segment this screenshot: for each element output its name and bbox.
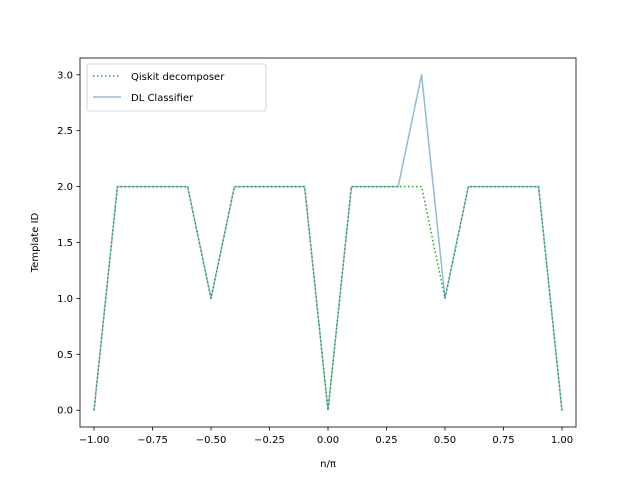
y-tick-label: 0.0 <box>57 406 73 417</box>
y-axis: 0.0 0.5 1.0 1.5 2.0 2.5 3.0 <box>57 70 80 417</box>
legend: Qiskit decomposer DL Classifier <box>86 63 267 112</box>
y-tick-label: 1.5 <box>57 238 73 249</box>
series-layer <box>93 74 563 412</box>
legend-box <box>86 63 267 112</box>
x-tick-label: 0.00 <box>317 435 339 446</box>
legend-label-qiskit-decomposer: Qiskit decomposer <box>131 72 225 83</box>
legend-label-dl-classifier: DL Classifier <box>131 93 194 104</box>
x-tick-label: −1.00 <box>79 435 110 446</box>
x-tick-label: 1.00 <box>551 435 573 446</box>
x-tick-label: −0.50 <box>196 435 227 446</box>
x-tick-label: 0.50 <box>434 435 456 446</box>
x-tick-label: −0.25 <box>254 435 285 446</box>
y-tick-label: 2.5 <box>57 126 73 137</box>
y-tick-label: 2.0 <box>57 182 73 193</box>
y-tick-label: 0.5 <box>57 350 73 361</box>
x-tick-label: 0.75 <box>492 435 514 446</box>
x-tick-label: −0.75 <box>137 435 168 446</box>
x-axis-label: n/π <box>320 459 336 470</box>
x-axis: −1.00 −0.75 −0.50 −0.25 0.00 0.25 0.50 0.75 1.00 <box>79 427 573 446</box>
y-axis-label: Template ID <box>30 212 41 273</box>
series-line-dl-classifier <box>93 74 563 412</box>
y-tick-label: 1.0 <box>57 294 73 305</box>
x-tick-label: 0.25 <box>375 435 397 446</box>
y-tick-label: 3.0 <box>57 70 73 81</box>
